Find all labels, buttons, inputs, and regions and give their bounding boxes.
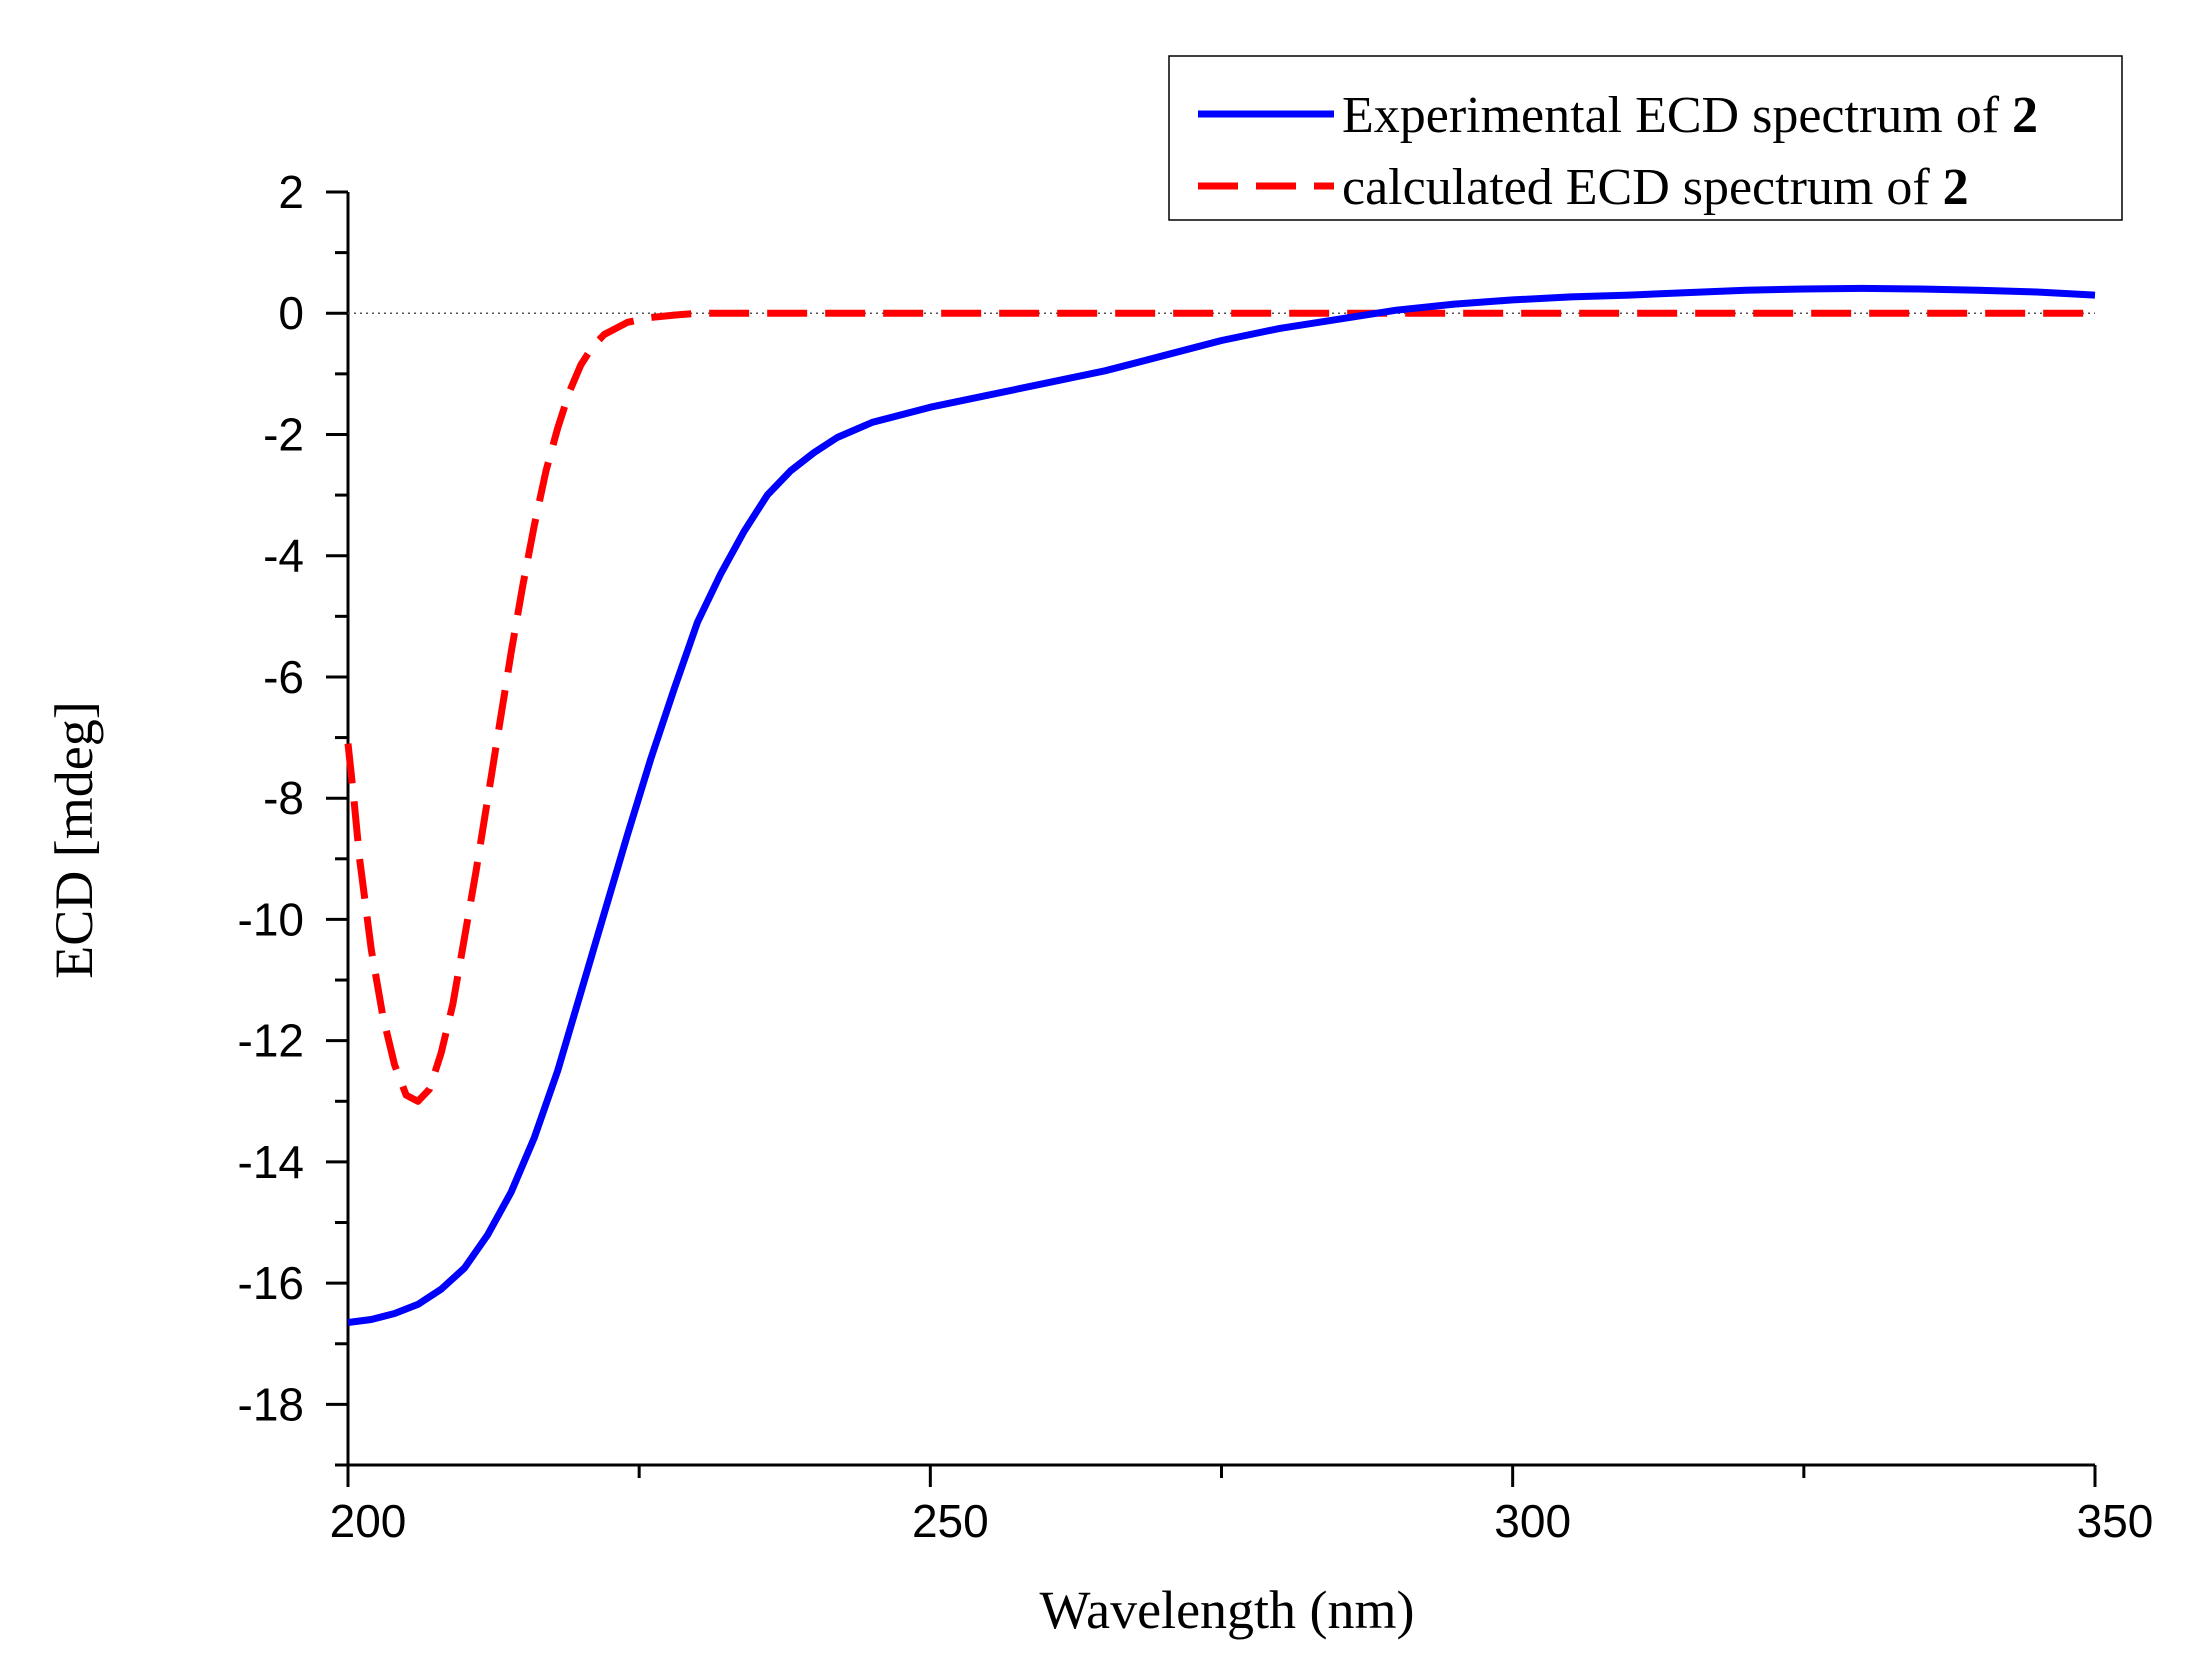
- legend-compound-experimental: 2: [2012, 87, 2038, 144]
- y-tick-label: 0: [278, 287, 304, 339]
- legend: Experimental ECD spectrum of 2 calculate…: [1168, 55, 2123, 221]
- y-tick-label: 2: [278, 166, 304, 218]
- x-tick-label: 300: [1494, 1495, 1571, 1547]
- y-tick-label: -14: [238, 1136, 304, 1188]
- y-tick-label: -12: [238, 1015, 304, 1067]
- y-axis: 2 0 -2 -4 -6 -8 -10 -12 -14 -16 -18: [238, 166, 348, 1467]
- y-tick-label: -16: [238, 1257, 304, 1309]
- y-tick-label: -6: [263, 651, 304, 703]
- x-axis-title: Wavelength (nm): [1039, 1580, 1414, 1640]
- y-axis-title: ECD [mdeg]: [44, 701, 104, 978]
- legend-prefix-calculated: calculated ECD spectrum of: [1342, 159, 1943, 216]
- legend-label-experimental: Experimental ECD spectrum of 2: [1342, 87, 2038, 144]
- legend-compound-calculated: 2: [1943, 159, 1969, 216]
- x-axis: 200 250 300 350: [330, 1465, 2154, 1547]
- x-tick-label: 250: [912, 1495, 989, 1547]
- legend-box: [1168, 55, 2123, 221]
- x-tick-label: 350: [2077, 1495, 2154, 1547]
- experimental-ecd-line: [347, 284, 2096, 1326]
- legend-prefix-experimental: Experimental ECD spectrum of: [1342, 87, 2012, 144]
- y-tick-label: -8: [263, 772, 304, 824]
- y-tick-label: -2: [263, 408, 304, 460]
- y-tick-label: -4: [263, 530, 304, 582]
- y-tick-label: -10: [238, 893, 304, 945]
- x-tick-label: 200: [330, 1495, 407, 1547]
- series-layer: [344, 284, 2096, 1326]
- y-tick-label: -18: [238, 1378, 304, 1430]
- plot-frame: [346, 192, 2095, 1467]
- legend-label-calculated: calculated ECD spectrum of 2: [1342, 159, 1969, 216]
- calculated-ecd-line: [344, 309, 2095, 1105]
